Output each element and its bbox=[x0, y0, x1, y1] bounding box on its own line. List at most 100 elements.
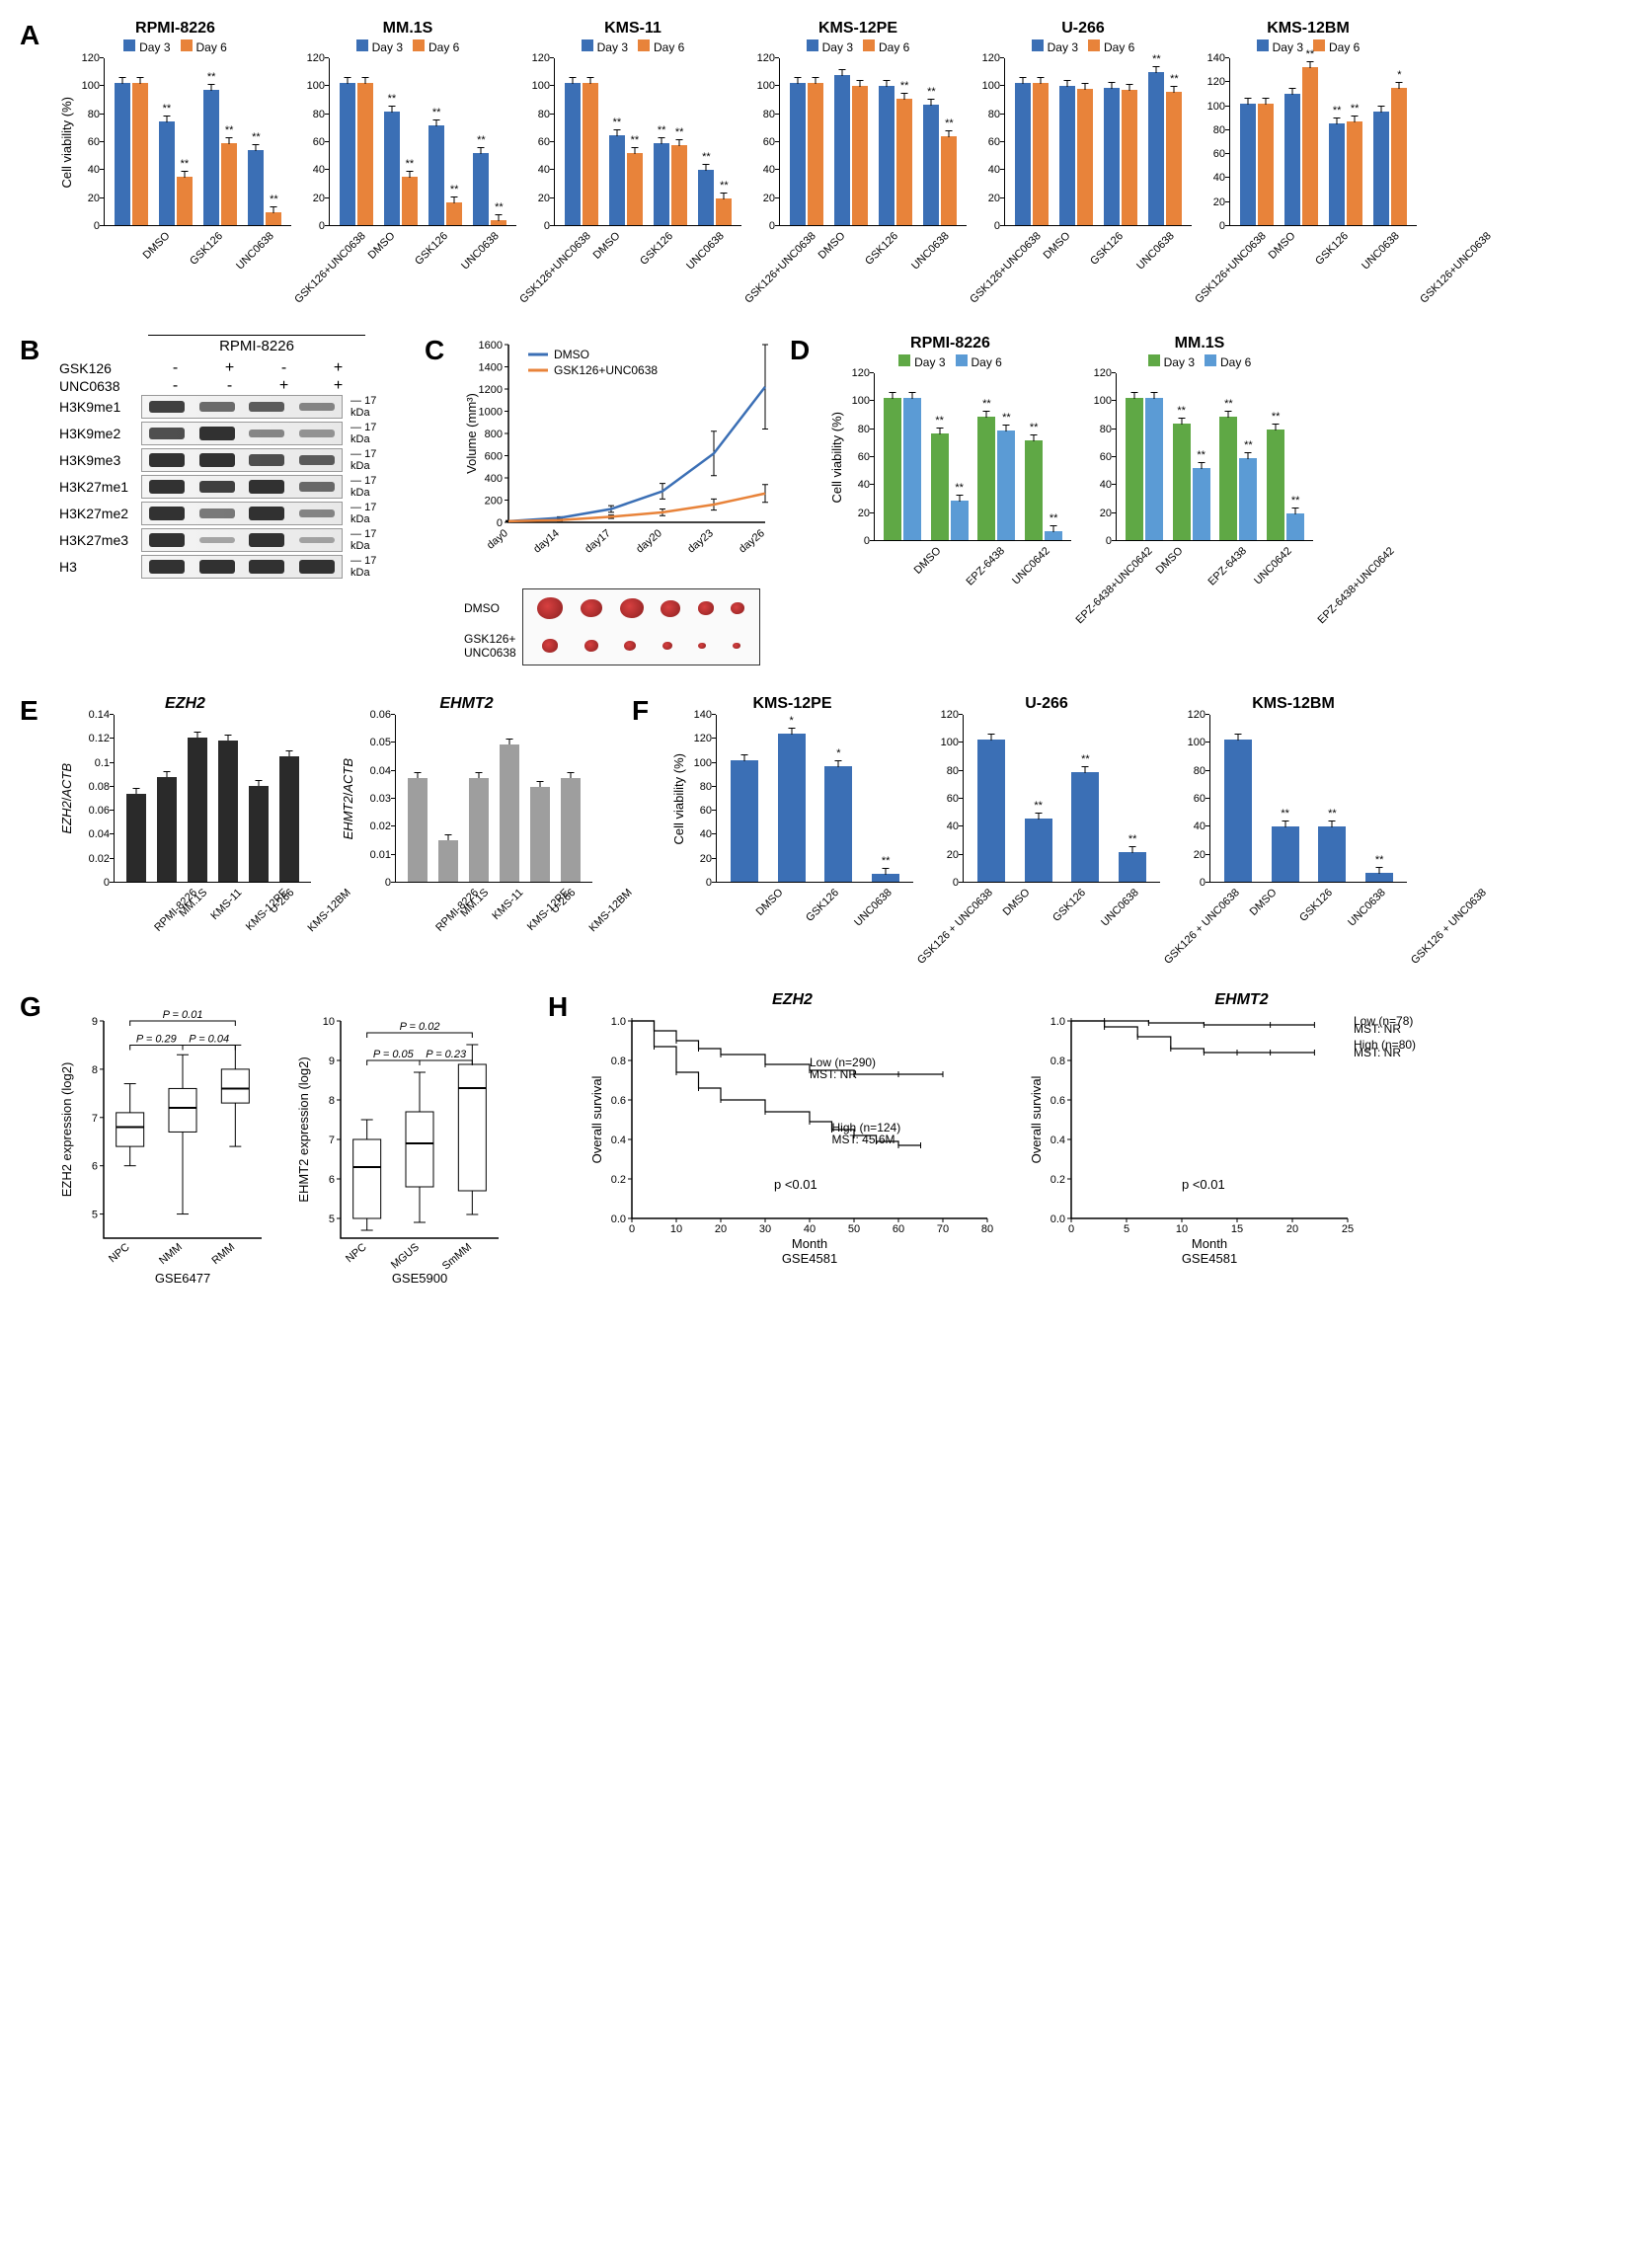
y-tick: 0 bbox=[976, 220, 1000, 232]
x-tick-label: GSK126+UNC0638 bbox=[1418, 230, 1494, 306]
chart-title: U-266 bbox=[1025, 695, 1068, 713]
y-tick: 80 bbox=[76, 109, 100, 120]
svg-text:Month: Month bbox=[1192, 1236, 1227, 1251]
legend-item: Day 3 bbox=[898, 354, 945, 369]
chart-title: RPMI-8226 bbox=[135, 20, 215, 38]
y-tick: 80 bbox=[751, 109, 775, 120]
x-tick-label: DMSO bbox=[141, 230, 173, 262]
svg-text:SmMM: SmMM bbox=[440, 1241, 474, 1273]
y-tick: 40 bbox=[1182, 821, 1205, 832]
bar bbox=[852, 86, 868, 225]
y-tick: 0 bbox=[76, 220, 100, 232]
svg-text:Volume (mm³): Volume (mm³) bbox=[464, 393, 479, 474]
bar bbox=[357, 83, 373, 225]
blot-row-label: H3K9me1 bbox=[59, 399, 141, 415]
y-tick: 60 bbox=[846, 451, 870, 463]
svg-text:8: 8 bbox=[329, 1095, 335, 1107]
y-tick: 20 bbox=[751, 193, 775, 204]
bar: ** bbox=[1045, 531, 1062, 540]
bar: ** bbox=[428, 125, 444, 225]
y-tick: 120 bbox=[1202, 76, 1225, 88]
svg-text:70: 70 bbox=[937, 1223, 949, 1235]
bar bbox=[1015, 83, 1031, 225]
bar bbox=[249, 786, 269, 882]
y-tick: 20 bbox=[1088, 508, 1112, 519]
blot-kda: — 17 kDa bbox=[350, 448, 395, 472]
bar bbox=[977, 740, 1005, 882]
blot-kda: — 17 kDa bbox=[350, 502, 395, 525]
y-tick: 20 bbox=[1202, 196, 1225, 208]
x-tick-label: EPZ-6438 bbox=[1206, 545, 1250, 588]
y-tick: 100 bbox=[1182, 737, 1205, 748]
svg-text:800: 800 bbox=[485, 429, 503, 440]
bar: ** bbox=[159, 121, 175, 225]
y-tick: 0 bbox=[846, 535, 870, 547]
svg-text:15: 15 bbox=[1231, 1223, 1243, 1235]
x-tick-label: GSK126 bbox=[188, 230, 225, 268]
y-tick: 0 bbox=[1202, 220, 1225, 232]
bar: ** bbox=[1239, 458, 1257, 540]
y-tick: 0 bbox=[935, 877, 959, 889]
bar bbox=[115, 83, 130, 225]
bar bbox=[469, 778, 489, 882]
y-tick: 20 bbox=[935, 849, 959, 861]
y-tick: 120 bbox=[976, 52, 1000, 64]
bar: ** bbox=[203, 90, 219, 225]
y-tick: 20 bbox=[1182, 849, 1205, 861]
bar: ** bbox=[1286, 513, 1304, 541]
bar: ** bbox=[1219, 417, 1237, 540]
y-tick: 40 bbox=[846, 479, 870, 491]
x-tick-label: GSK126 bbox=[1297, 887, 1335, 924]
tumor-row-label: GSK126+ UNC0638 bbox=[464, 627, 516, 665]
chart-title: KMS-12PE bbox=[818, 20, 897, 38]
bar: ** bbox=[1365, 873, 1393, 882]
blot-kda: — 17 kDa bbox=[350, 555, 395, 579]
bar: ** bbox=[491, 220, 506, 225]
bar bbox=[808, 83, 823, 225]
svg-text:1000: 1000 bbox=[479, 407, 503, 419]
svg-text:10: 10 bbox=[670, 1223, 682, 1235]
y-tick: 0 bbox=[301, 220, 325, 232]
y-tick: 120 bbox=[526, 52, 550, 64]
blot-row-label: H3K27me1 bbox=[59, 479, 141, 495]
bar bbox=[583, 83, 598, 225]
legend-item: Day 3 bbox=[582, 39, 628, 54]
panel-label-a: A bbox=[20, 20, 39, 51]
blot-lane bbox=[141, 422, 343, 445]
y-tick: 60 bbox=[526, 136, 550, 148]
y-tick: 60 bbox=[751, 136, 775, 148]
x-tick-label: UNC0642 bbox=[1010, 545, 1052, 587]
svg-text:6: 6 bbox=[329, 1174, 335, 1186]
svg-text:10: 10 bbox=[323, 1016, 335, 1028]
bar: ** bbox=[1329, 123, 1345, 225]
bar: ** bbox=[177, 177, 193, 225]
y-tick: 120 bbox=[76, 52, 100, 64]
bar: ** bbox=[266, 212, 281, 225]
svg-text:1600: 1600 bbox=[479, 340, 503, 352]
svg-text:day14: day14 bbox=[531, 527, 562, 555]
svg-text:1200: 1200 bbox=[479, 384, 503, 396]
y-tick: 80 bbox=[526, 109, 550, 120]
blot-kda: — 17 kDa bbox=[350, 395, 395, 419]
legend-item: Day 3 bbox=[1257, 39, 1303, 54]
blot-row-label: H3K27me2 bbox=[59, 506, 141, 521]
bar: ** bbox=[473, 153, 489, 225]
svg-text:day0: day0 bbox=[485, 527, 510, 552]
y-tick: 100 bbox=[751, 80, 775, 92]
bar bbox=[530, 787, 550, 882]
x-tick-label: DMSO bbox=[1154, 545, 1186, 577]
bar bbox=[408, 778, 428, 882]
panel-label-b: B bbox=[20, 335, 39, 366]
bar: ** bbox=[1025, 440, 1043, 540]
bar: ** bbox=[446, 202, 462, 225]
x-tick-label: DMSO bbox=[591, 230, 623, 262]
y-tick: 40 bbox=[1088, 479, 1112, 491]
x-tick-label: UNC0638 bbox=[459, 230, 502, 273]
bar bbox=[1104, 88, 1120, 225]
y-tick: 0 bbox=[1182, 877, 1205, 889]
bar bbox=[834, 75, 850, 225]
svg-text:Overall survival: Overall survival bbox=[1029, 1075, 1044, 1163]
legend-item: Day 6 bbox=[863, 39, 909, 54]
bar bbox=[1258, 104, 1274, 225]
y-tick: 60 bbox=[76, 136, 100, 148]
